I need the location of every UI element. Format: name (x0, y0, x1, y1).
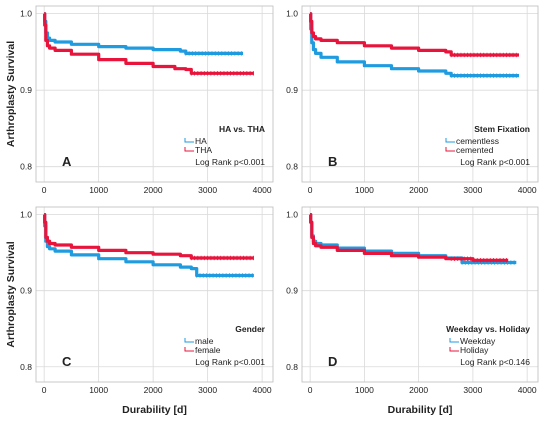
legend-swatch-male (184, 338, 194, 343)
y-tick-label: 0.9 (20, 286, 32, 296)
plot-frame (301, 206, 539, 383)
legend-swatch-holiday (449, 347, 459, 352)
x-tick-label: 0 (308, 185, 313, 195)
legend-label: cementless (456, 136, 499, 146)
y-tick-label: 1.0 (20, 9, 32, 19)
y-tick-label: 1.0 (286, 210, 298, 220)
legend-swatch-female (184, 347, 194, 352)
x-tick-label: 1000 (89, 385, 108, 395)
log-rank-note: Log Rank p<0.001 (195, 157, 265, 167)
y-tick-label: 0.8 (20, 362, 32, 372)
y-tick-label: 0.9 (286, 85, 298, 95)
legend-swatch-tha (184, 147, 194, 152)
chart-panel-b: 0 1000 2000 3000 4000 0.8 0.9 1.0 B Stem Fixation… (286, 5, 539, 195)
y-tick-label: 0.9 (286, 286, 298, 296)
chart-panel-d: 0 1000 2000 3000 4000 0.8 0.9 1.0 Durability [d]… (286, 206, 539, 416)
x-tick-label: 4000 (518, 385, 537, 395)
x-tick-label: 0 (42, 185, 47, 195)
x-axis-title: Durability [d] (122, 404, 187, 416)
legend-swatch-ha (184, 138, 194, 143)
legend-swatch-cementless (445, 138, 455, 143)
chart-panel-a: 0 1000 2000 3000 4000 0.8 0.9 1.0 Arthroplasty S… (5, 5, 274, 195)
series-line-ha (43, 12, 243, 55)
panel-letter: D (328, 354, 337, 369)
legend-label: Holiday (460, 345, 489, 355)
y-axis-title: Arthroplasty Survival (5, 41, 17, 147)
series-line-cemented (309, 12, 519, 57)
y-tick-label: 0.8 (286, 362, 298, 372)
x-axis-title: Durability [d] (388, 404, 453, 416)
log-rank-note: Log Rank p<0.001 (460, 157, 530, 167)
x-tick-label: 1000 (89, 185, 108, 195)
series-line-male (43, 213, 254, 278)
x-tick-label: 4000 (253, 185, 272, 195)
plot-frame (301, 5, 539, 183)
panel-letter: B (328, 154, 337, 169)
x-tick-label: 4000 (518, 185, 537, 195)
x-tick-label: 0 (308, 385, 313, 395)
legend-label: cemented (456, 145, 494, 155)
x-tick-label: 4000 (253, 385, 272, 395)
legend-label: female (195, 345, 221, 355)
series-line-cementless (309, 12, 519, 78)
x-tick-label: 0 (42, 385, 47, 395)
y-tick-label: 1.0 (20, 210, 32, 220)
legend-label: THA (195, 145, 212, 155)
legend-label: male (195, 336, 214, 346)
log-rank-note: Log Rank p<0.001 (195, 357, 265, 367)
chart-panel-c: 0 1000 2000 3000 4000 0.8 0.9 1.0 Arthroplasty S… (5, 206, 274, 416)
legend-label: Weekday (460, 336, 496, 346)
x-tick-label: 3000 (463, 385, 482, 395)
panel-letter: A (62, 154, 72, 169)
x-tick-label: 2000 (409, 385, 428, 395)
x-tick-label: 3000 (198, 385, 217, 395)
y-tick-label: 0.8 (286, 162, 298, 172)
series-line-female (43, 213, 254, 260)
y-axis-title: Arthroplasty Survival (5, 241, 17, 347)
legend-title: HA vs. THA (219, 124, 265, 134)
x-tick-label: 2000 (144, 385, 163, 395)
log-rank-note: Log Rank p<0.146 (460, 357, 530, 367)
x-tick-label: 1000 (355, 185, 374, 195)
legend-swatch-weekday (449, 338, 459, 343)
panel-letter: C (62, 354, 72, 369)
legend-label: HA (195, 136, 207, 146)
x-tick-label: 3000 (463, 185, 482, 195)
x-tick-label: 1000 (355, 385, 374, 395)
legend-swatch-cemented (445, 147, 455, 152)
x-tick-label: 2000 (144, 185, 163, 195)
x-tick-label: 3000 (198, 185, 217, 195)
series-line-holiday (309, 213, 509, 262)
y-tick-label: 0.8 (20, 162, 32, 172)
plot-frame (35, 206, 274, 383)
x-tick-label: 2000 (409, 185, 428, 195)
legend-title: Stem Fixation (474, 124, 530, 134)
legend-title: Gender (235, 324, 265, 334)
plot-frame (35, 5, 274, 183)
y-tick-label: 0.9 (20, 85, 32, 95)
series-line-tha (43, 12, 254, 75)
legend-title: Weekday vs. Holiday (446, 324, 530, 334)
y-tick-label: 1.0 (286, 9, 298, 19)
